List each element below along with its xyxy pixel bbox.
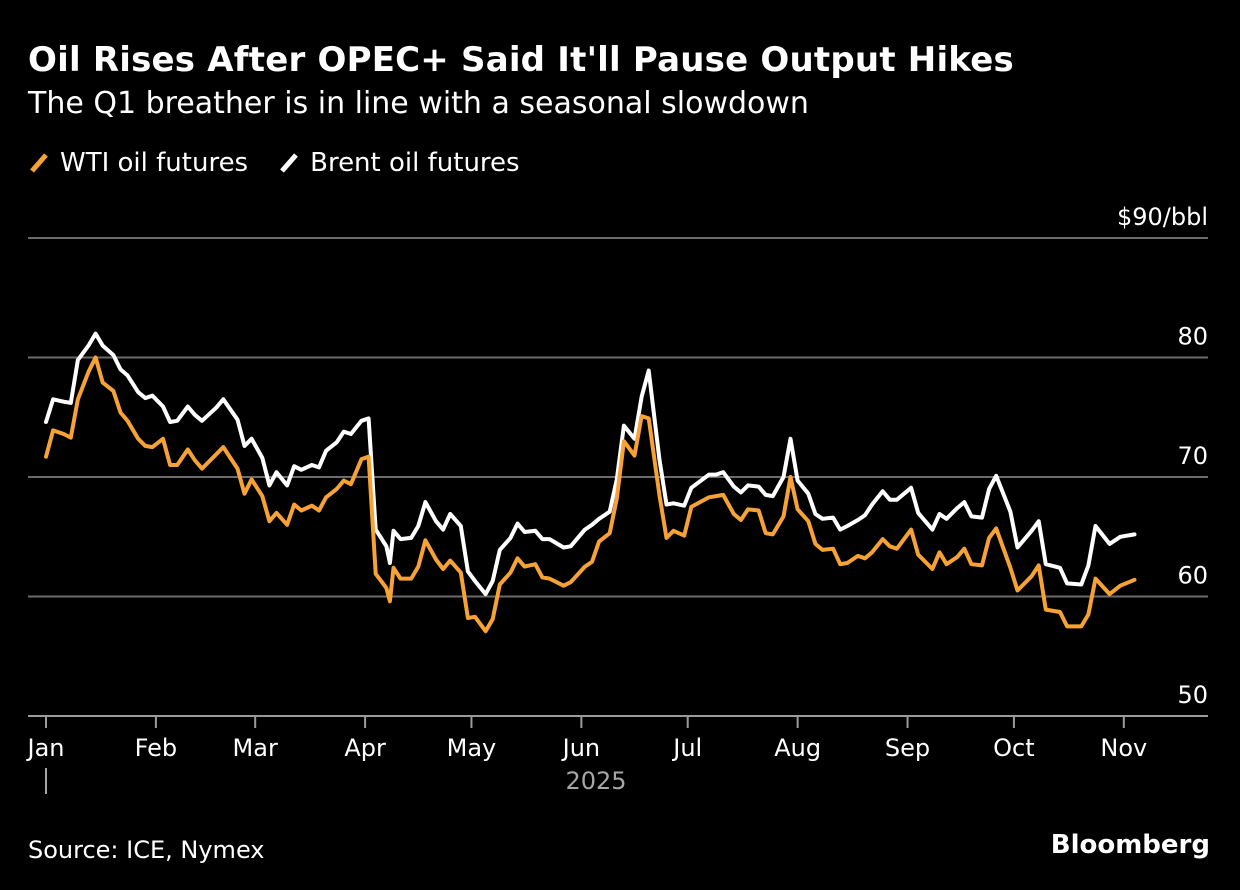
- x-tick-label: Feb: [135, 734, 178, 762]
- tick-labels: 50 60 70 80 $90/bbl Jan Feb Mar Apr May Jun Jul Aug S…: [26, 203, 1209, 795]
- source-note: Source: ICE, Nymex: [28, 836, 265, 864]
- x-tick-label: Nov: [1100, 734, 1147, 762]
- legend-label-wti: WTI oil futures: [60, 148, 249, 178]
- legend-item-brent: Brent oil futures: [278, 148, 520, 178]
- y-tick-label: 70: [1177, 442, 1208, 470]
- bloomberg-logo: Bloomberg: [1050, 830, 1210, 860]
- series-lines: [44, 331, 1137, 634]
- y-tick-label: 50: [1177, 681, 1208, 709]
- x-tick-label: Oct: [993, 734, 1035, 762]
- x-tick-label: Apr: [344, 734, 386, 762]
- y-tick-label: $90/bbl: [1117, 203, 1208, 231]
- x-axis: [45, 716, 1125, 794]
- legend-item-wti: WTI oil futures: [28, 148, 248, 178]
- wti-line: [44, 355, 1137, 634]
- y-tick-label: 60: [1177, 562, 1208, 590]
- legend-swatch-brent: [280, 153, 298, 173]
- chart-title: Oil Rises After OPEC+ Said It'll Pause O…: [28, 40, 1014, 80]
- x-tick-label: Sep: [885, 734, 930, 762]
- legend-label-brent: Brent oil futures: [310, 148, 520, 178]
- x-tick-label: May: [447, 734, 497, 762]
- chart-subtitle: The Q1 breather is in line with a season…: [28, 86, 809, 121]
- x-tick-label: Jul: [671, 734, 702, 762]
- x-tick-label: Mar: [233, 734, 278, 762]
- brent-line: [44, 331, 1137, 597]
- x-tick-label: Jun: [561, 734, 601, 762]
- legend-swatch-wti: [30, 153, 48, 173]
- x-tick-label: Aug: [774, 734, 821, 762]
- y-tick-label: 80: [1177, 323, 1208, 351]
- x-year-label: 2025: [565, 767, 626, 795]
- x-tick-label: Jan: [26, 734, 65, 762]
- chart-legend: WTI oil futures Brent oil futures: [28, 148, 550, 178]
